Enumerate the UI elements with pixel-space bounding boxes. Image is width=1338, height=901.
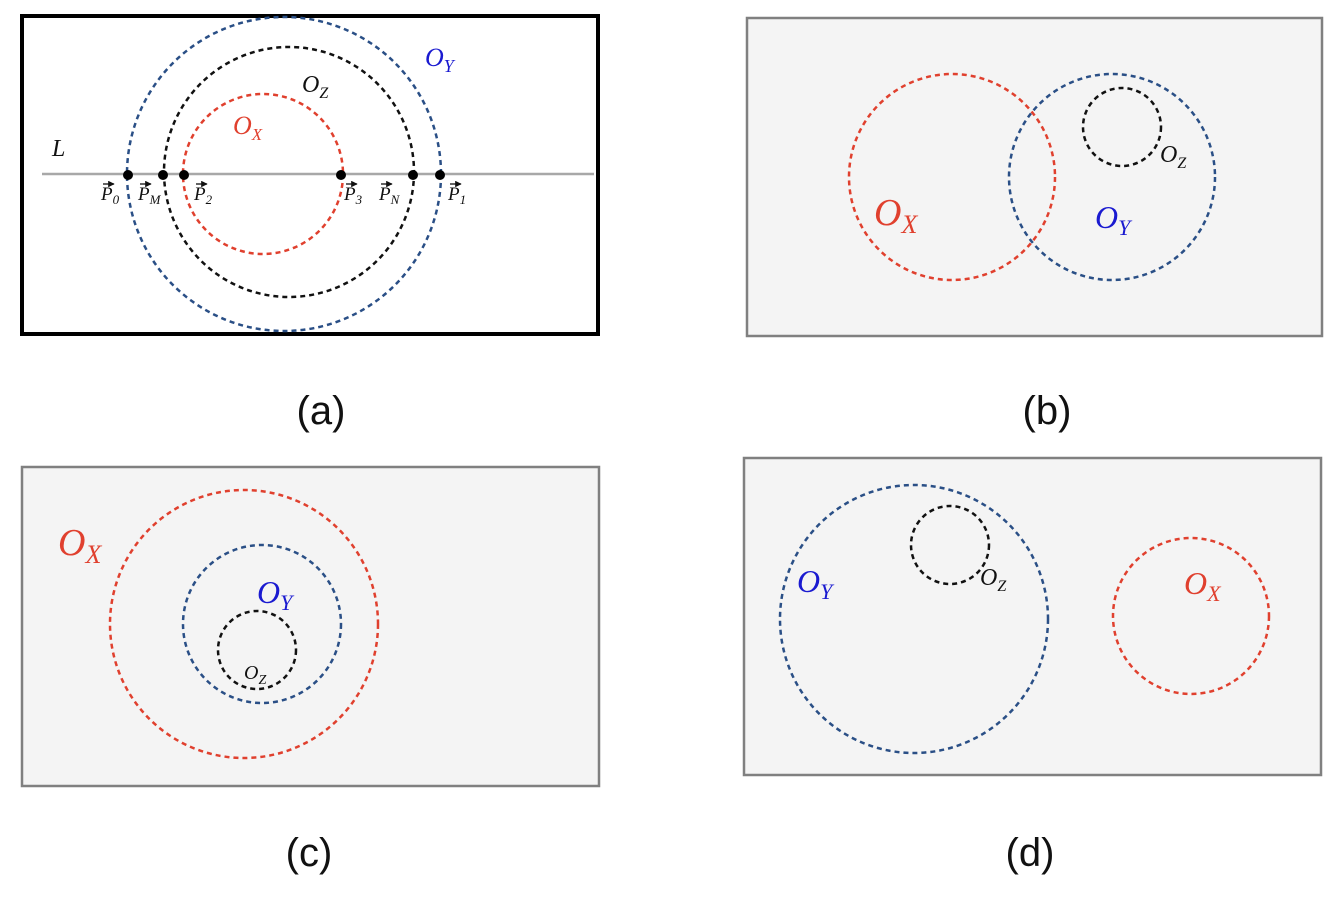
svg-text:PM: PM <box>137 184 162 207</box>
svg-text:P2: P2 <box>193 184 213 207</box>
svg-text:PN: PN <box>378 184 401 207</box>
point-pm <box>158 170 168 180</box>
circle-o-y <box>778 483 1050 755</box>
point-label-p1: P1 <box>447 180 466 207</box>
label-o-z: OZ <box>244 662 266 688</box>
line-l-label: L <box>51 136 65 162</box>
panel-a: L OY OZ OX P0 PM P2 <box>20 14 600 433</box>
point-label-p0: P0 <box>100 180 120 207</box>
circle-o-z <box>909 504 991 586</box>
panel-c-frame <box>20 465 601 788</box>
point-label-pm: PM <box>137 180 162 207</box>
label-o-x: OX <box>874 192 918 239</box>
panel-b-frame <box>745 16 1324 338</box>
svg-text:P0: P0 <box>100 184 120 207</box>
svg-text:P1: P1 <box>447 184 466 207</box>
panel-d: OY OZ OX (d) <box>742 456 1323 875</box>
label-o-x: OX <box>58 522 102 569</box>
caption-c: (c) <box>286 831 333 875</box>
label-o-x: OX <box>1184 565 1222 606</box>
label-o-z: OZ <box>1160 142 1187 172</box>
svg-text:P3: P3 <box>343 184 363 207</box>
panel-d-frame <box>742 456 1323 777</box>
label-o-z: OZ <box>302 72 329 102</box>
panel-c: OX OY OZ (c) <box>20 465 601 875</box>
point-p1 <box>435 170 445 180</box>
point-label-p3: P3 <box>343 180 363 207</box>
panel-b: OX OY OZ (b) <box>745 16 1324 433</box>
label-o-y: OY <box>425 43 456 76</box>
circle-o-y <box>181 543 343 705</box>
circle-o-z <box>216 609 298 691</box>
point-p0 <box>123 170 133 180</box>
label-o-y: OY <box>1095 199 1133 240</box>
caption-d: (d) <box>1006 831 1055 875</box>
caption-a: (a) <box>297 389 346 433</box>
point-p3 <box>336 170 346 180</box>
circle-o-x <box>847 72 1057 282</box>
label-o-x: OX <box>233 111 263 144</box>
circle-o-x <box>1111 536 1271 696</box>
point-label-pn: PN <box>378 180 401 207</box>
label-o-z: OZ <box>980 565 1007 595</box>
circle-o-x <box>108 488 380 760</box>
label-o-y: OY <box>257 574 295 615</box>
label-o-y: OY <box>797 563 835 604</box>
circle-o-z <box>1081 86 1163 168</box>
point-pn <box>408 170 418 180</box>
caption-b: (b) <box>1023 389 1072 433</box>
point-label-p2: P2 <box>193 180 213 207</box>
point-p2 <box>179 170 189 180</box>
circle-o-y <box>1007 72 1217 282</box>
